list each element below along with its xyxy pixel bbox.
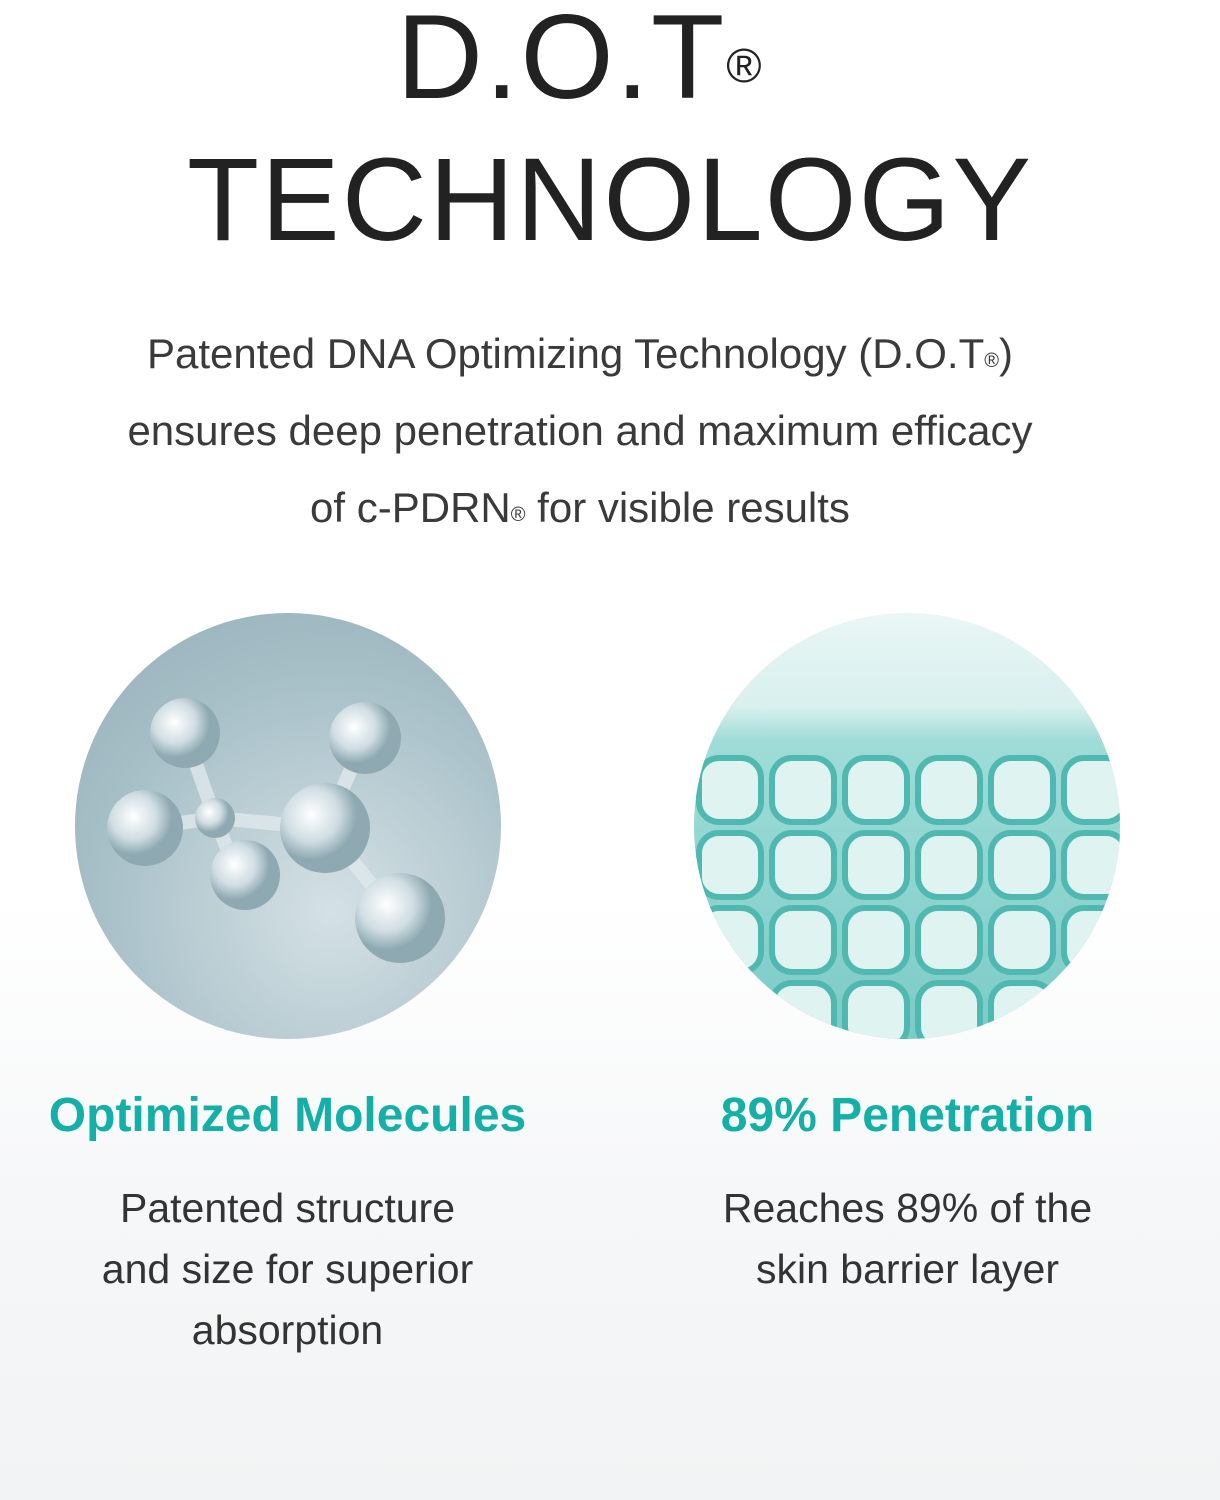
skin-cell xyxy=(1061,905,1120,975)
intro-line: of c-PDRN® for visible results xyxy=(0,469,1160,546)
skin-cell xyxy=(769,755,837,825)
intro-span: Patented DNA Optimizing Technology (D.O.… xyxy=(146,330,985,377)
intro-text: Patented DNA Optimizing Technology (D.O.… xyxy=(0,315,1160,546)
feature-title: 89% Penetration xyxy=(720,1089,1095,1142)
skin-cell xyxy=(1061,755,1120,825)
intro-span: ) xyxy=(999,330,1014,377)
title-line2: TECHNOLOGY xyxy=(186,134,1034,266)
feature-description: Patented structure and size for superior… xyxy=(0,1178,575,1361)
intro-line: ensures deep penetration and maximum eff… xyxy=(127,407,1033,454)
skin-cell xyxy=(842,980,910,1039)
title-line1: D.O.T® xyxy=(0,0,1190,122)
skin-cell xyxy=(842,830,910,900)
skin-cell xyxy=(915,905,983,975)
skin-cell xyxy=(988,830,1056,900)
skin-cell xyxy=(769,980,837,1039)
skin-cell xyxy=(842,755,910,825)
skin-cell xyxy=(696,980,764,1039)
skin-cell xyxy=(696,905,764,975)
skin-cell xyxy=(696,830,764,900)
skin-cell xyxy=(988,755,1056,825)
skin-cell xyxy=(842,905,910,975)
registered-mark: ® xyxy=(984,350,1000,372)
skin-cell xyxy=(988,905,1056,975)
intro-span: for visible results xyxy=(525,484,850,531)
skin-cell xyxy=(696,755,764,825)
skin-cell xyxy=(915,830,983,900)
feature-title: Optimized Molecules xyxy=(48,1089,527,1142)
skin-cell xyxy=(915,980,983,1039)
molecule-illustration xyxy=(107,698,445,963)
skin-cell xyxy=(1061,980,1120,1039)
skin-cell xyxy=(915,755,983,825)
description-line: Reaches 89% of the xyxy=(722,1185,1093,1231)
description-line: skin barrier layer xyxy=(755,1246,1060,1292)
skin-cell xyxy=(769,905,837,975)
skin-cell xyxy=(769,830,837,900)
skin-cells-illustration xyxy=(696,755,1120,1039)
intro-line: Patented DNA Optimizing Technology (D.O.… xyxy=(0,315,1160,392)
registered-mark: ® xyxy=(510,504,526,526)
description-line: Patented structure xyxy=(119,1185,456,1231)
skin-cell xyxy=(988,980,1056,1039)
description-line: absorption xyxy=(191,1307,384,1353)
molecule-image xyxy=(75,613,501,1039)
skin-cell xyxy=(1061,830,1120,900)
feature-description: Reaches 89% of the skin barrier layer xyxy=(620,1178,1195,1300)
registered-mark: ® xyxy=(726,40,764,93)
description-line: and size for superior xyxy=(101,1246,474,1292)
intro-span: of c-PDRN xyxy=(310,484,511,531)
title-text: D.O.T xyxy=(396,0,727,124)
skin-cells-image xyxy=(694,613,1120,1039)
